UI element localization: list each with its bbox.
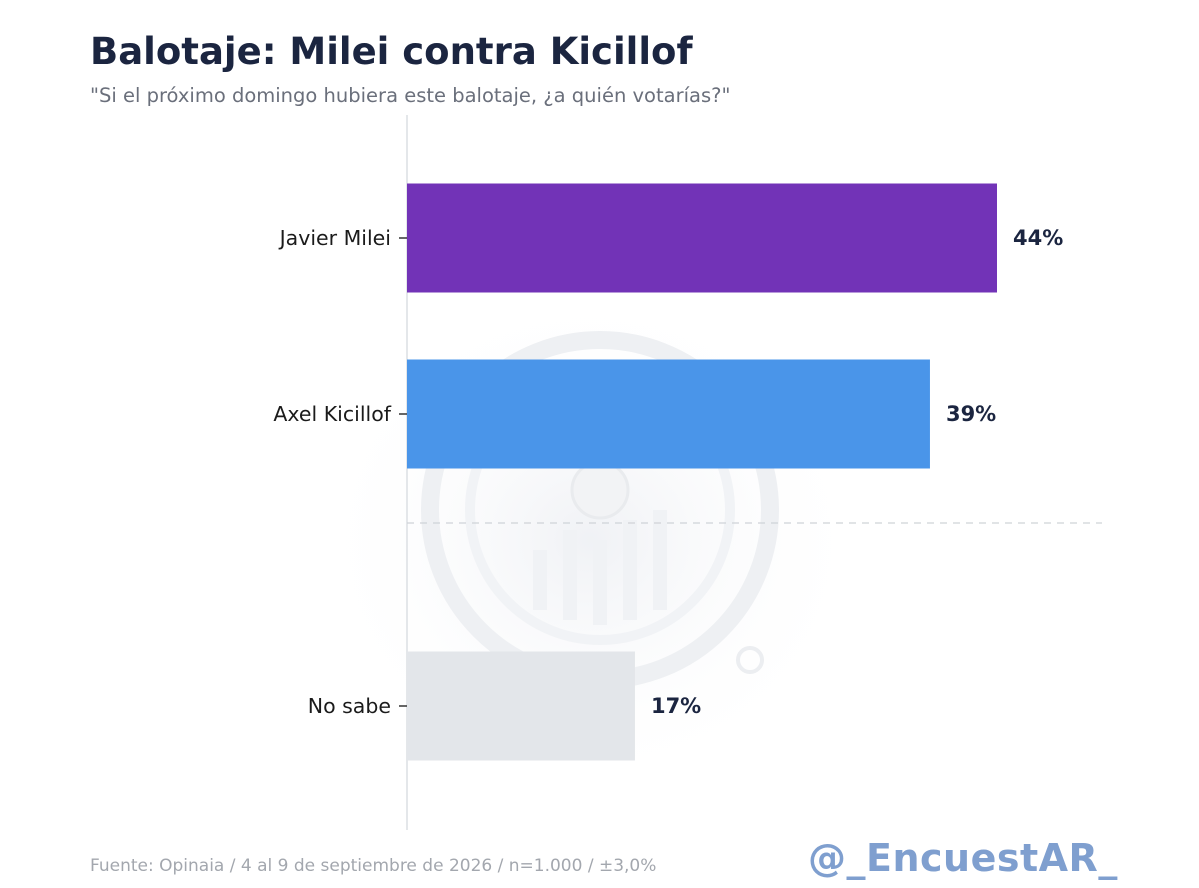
value-label: 17% [651, 694, 701, 718]
bar [407, 651, 635, 761]
bar [407, 359, 930, 469]
bar [407, 183, 997, 293]
value-label: 39% [946, 402, 996, 426]
value-label: 44% [1013, 226, 1063, 250]
brand-watermark: @_EncuestAR_ [808, 836, 1118, 880]
category-label: Axel Kicillof [273, 402, 391, 426]
category-label: No sabe [308, 694, 391, 718]
chart-subtitle: "Si el próximo domingo hubiera este balo… [90, 84, 731, 107]
category-label: Javier Milei [278, 226, 391, 250]
source-note: Fuente: Opinaia / 4 al 9 de septiembre d… [90, 856, 657, 876]
chart-title: Balotaje: Milei contra Kicillof [90, 30, 693, 73]
